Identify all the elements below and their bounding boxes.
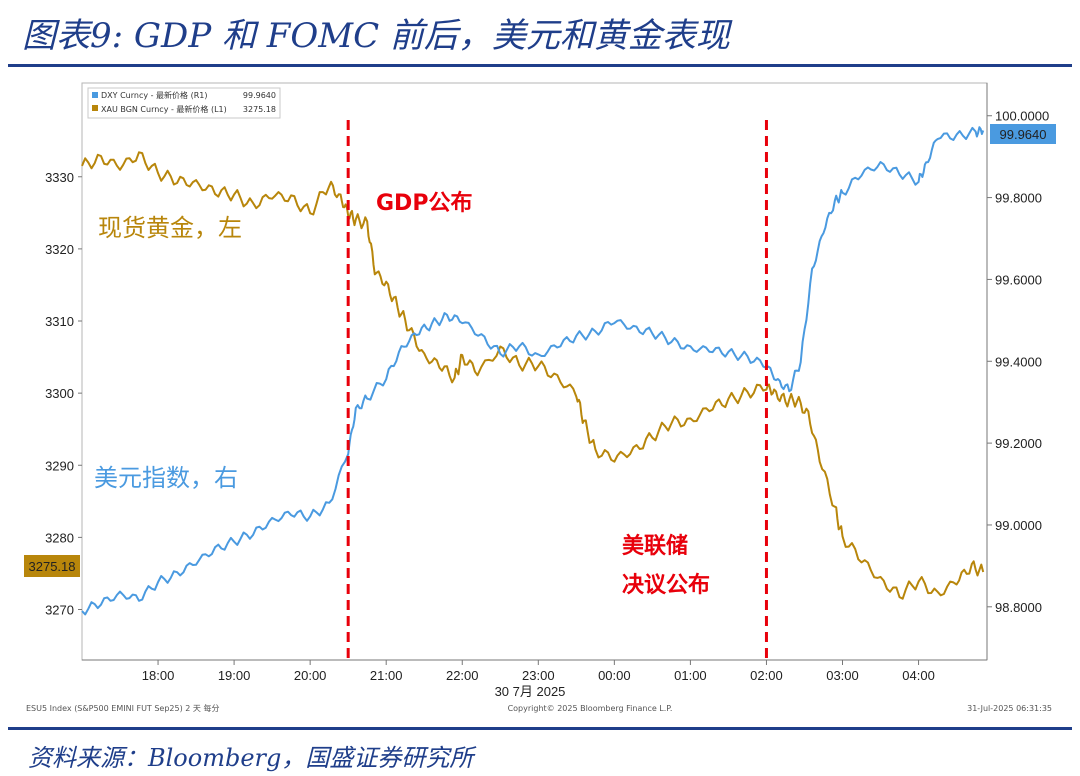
x-tick-label: 22:00	[446, 668, 479, 683]
x-tick-label: 23:00	[522, 668, 555, 683]
x-tick-label: 18:00	[142, 668, 175, 683]
annotation-fomc-line2: 决议公布	[622, 572, 710, 598]
left-tick-label: 3290	[45, 458, 74, 473]
right-tick-label: 99.8000	[995, 191, 1042, 206]
left-tick-label: 3320	[45, 242, 74, 257]
right-tick-label: 99.2000	[995, 436, 1042, 451]
x-axis-date-label: 30 7月 2025	[495, 684, 566, 699]
bloomberg-footer-mid: Copyright© 2025 Bloomberg Finance L.P.	[508, 704, 673, 713]
footer-rule	[8, 727, 1072, 730]
legend-label-gold: XAU BGN Curncy - 最新价格 (L1)	[101, 104, 227, 114]
x-tick-label: 01:00	[674, 668, 707, 683]
dxy-last-value-tag: 99.9640	[990, 124, 1056, 144]
left-tick-label: 3270	[45, 603, 74, 618]
left-tick-label: 3300	[45, 386, 74, 401]
gold-last-value-tag: 3275.18	[24, 555, 80, 577]
annotation-gdp: GDP公布	[376, 190, 472, 216]
legend-swatch-gold	[92, 105, 98, 111]
plot-area	[81, 82, 988, 661]
dxy-tag-value: 99.9640	[1000, 127, 1047, 142]
axis-ticks: 3270 3280 3290 3300 3310 3320 3330 98.8000 99.00…	[45, 109, 1049, 683]
legend-value-dxy: 99.9640	[243, 91, 276, 100]
x-tick-label: 03:00	[826, 668, 859, 683]
right-tick-label: 99.6000	[995, 272, 1042, 287]
right-tick-label: 99.0000	[995, 518, 1042, 533]
annotation-gold-series: 现货黄金，左	[98, 214, 242, 242]
gold-price-line	[81, 151, 985, 600]
left-tick-label: 3330	[45, 170, 74, 185]
x-tick-label: 04:00	[902, 668, 935, 683]
gold-tag-bg	[24, 555, 80, 577]
left-tick-label: 3280	[45, 530, 74, 545]
bloomberg-footer-left: ESU5 Index (S&P500 EMINI FUT Sep25) 2 天 …	[26, 703, 219, 713]
source-note: 资料来源：Bloomberg，国盛证券研究所	[28, 744, 474, 772]
x-tick-label: 19:00	[218, 668, 251, 683]
dxy-index-line	[81, 126, 985, 616]
right-tick-label: 98.8000	[995, 600, 1042, 615]
event-lines	[346, 120, 768, 660]
figure-title: 图表9: GDP 和 FOMC 前后，美元和黄金表现	[22, 16, 730, 56]
legend: DXY Curncy - 最新价格 (R1) 99.9640 XAU BGN C…	[87, 87, 281, 119]
annotation-dxy-series: 美元指数，右	[94, 464, 238, 492]
x-tick-label: 00:00	[598, 668, 631, 683]
legend-value-gold: 3275.18	[243, 105, 276, 114]
x-tick-label: 02:00	[750, 668, 783, 683]
legend-swatch-dxy	[92, 92, 98, 98]
x-tick-label: 20:00	[294, 668, 327, 683]
title-rule	[8, 64, 1072, 67]
right-tick-label: 99.4000	[995, 354, 1042, 369]
legend-label-dxy: DXY Curncy - 最新价格 (R1)	[101, 90, 207, 100]
series-layer	[81, 126, 985, 616]
x-tick-label: 21:00	[370, 668, 403, 683]
right-tick-label: 100.0000	[995, 109, 1049, 124]
annotation-fomc-line1: 美联储	[622, 533, 688, 559]
legend-box	[87, 87, 281, 119]
left-tick-label: 3310	[45, 314, 74, 329]
gold-tag-value: 3275.18	[29, 559, 76, 574]
bloomberg-footer-right: 31-Jul-2025 06:31:35	[967, 704, 1052, 713]
dxy-tag-bg	[990, 124, 1056, 144]
